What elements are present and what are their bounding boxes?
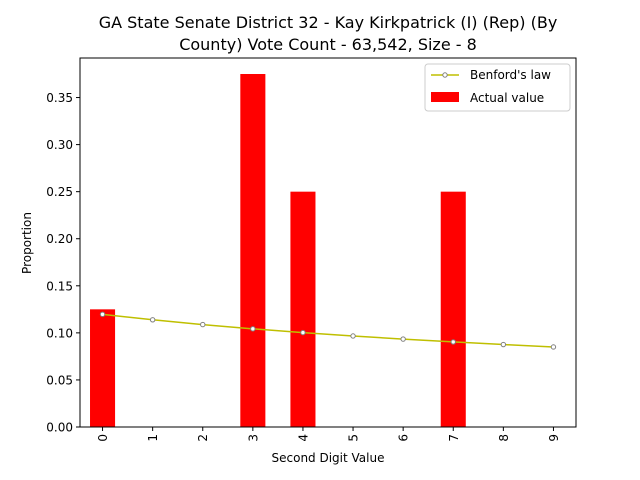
- benford-point-8: [501, 342, 505, 346]
- y-tick-label: 0.35: [46, 91, 73, 105]
- x-tick-label: 1: [146, 434, 160, 442]
- y-tick-label: 0.15: [46, 279, 73, 293]
- bar-digit-0: [90, 309, 115, 427]
- y-tick-label: 0.30: [46, 138, 73, 152]
- benford-point-5: [351, 334, 355, 338]
- legend-label-actual: Actual value: [470, 91, 544, 105]
- x-tick-label: 8: [497, 434, 511, 442]
- y-axis-label: Proportion: [20, 212, 34, 274]
- benford-point-2: [201, 322, 205, 326]
- y-tick-label: 0.05: [46, 373, 73, 387]
- legend: Benford's law Actual value: [425, 64, 570, 111]
- legend-benford-marker-swatch: [443, 73, 447, 77]
- benford-point-9: [551, 345, 555, 349]
- benford-point-1: [150, 318, 154, 322]
- legend-actual-swatch: [431, 92, 459, 102]
- x-tick-label: 6: [397, 434, 411, 442]
- benford-point-4: [301, 330, 305, 334]
- chart-title-line-1: GA State Senate District 32 - Kay Kirkpa…: [99, 13, 558, 32]
- legend-label-benford: Benford's law: [470, 68, 551, 82]
- y-tick-label: 0.25: [46, 185, 73, 199]
- x-tick-label: 3: [246, 434, 260, 442]
- bar-digit-7: [441, 192, 466, 427]
- benford-point-7: [451, 340, 455, 344]
- x-tick-label: 5: [347, 434, 361, 442]
- bar-digit-4: [290, 192, 315, 427]
- benford-point-6: [401, 337, 405, 341]
- chart-title-line-2: County) Vote Count - 63,542, Size - 8: [179, 35, 477, 54]
- y-tick-label: 0.10: [46, 326, 73, 340]
- y-tick-label: 0.00: [46, 421, 73, 435]
- x-tick-label: 9: [547, 434, 561, 442]
- bar-digit-3: [240, 74, 265, 427]
- x-tick-label: 7: [447, 434, 461, 442]
- x-tick-label: 4: [296, 434, 310, 442]
- benford-point-3: [251, 327, 255, 331]
- x-tick-label: 0: [96, 434, 110, 442]
- x-tick-label: 2: [196, 434, 210, 442]
- x-axis-label: Second Digit Value: [272, 451, 385, 465]
- benford-point-0: [100, 312, 104, 316]
- y-tick-label: 0.20: [46, 232, 73, 246]
